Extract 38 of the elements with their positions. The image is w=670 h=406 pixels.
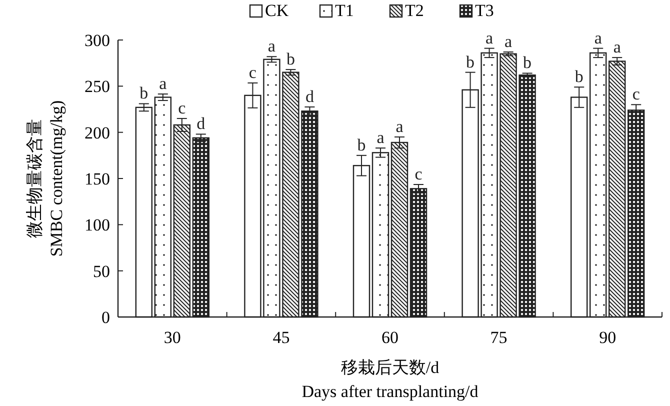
y-tick-label: 100 [84,216,110,235]
y-tick-label: 250 [84,77,110,96]
x-tick-label: 75 [490,328,508,347]
y-tick-label: 300 [84,30,110,50]
x-tick-label: 90 [599,328,616,347]
x-axis-title: 移栽后天数/d Days after transplanting/d [302,358,479,401]
data-label: c [178,98,186,118]
data-label: a [376,128,385,148]
legend-label: T2 [405,1,424,20]
y-tick-label: 200 [84,123,110,142]
x-tick-label: 30 [164,328,181,347]
legend-label: T1 [335,1,354,20]
data-label: d [305,86,314,106]
data-label: b [466,52,475,72]
data-label: b [140,84,148,103]
data-label: c [632,84,640,104]
data-label: a [396,116,404,136]
data-label: a [486,28,494,48]
x-tick-label: 45 [272,328,290,347]
legend-label: CK [265,1,290,20]
data-label: a [159,74,168,94]
legend-label: T3 [475,1,494,20]
data-label: b [357,135,366,154]
data-label: d [196,114,206,134]
data-label: a [613,38,622,57]
y-tick-label: 0 [102,308,110,327]
data-label: c [248,62,257,82]
y-tick-label: 50 [93,262,110,281]
data-label: b [523,53,532,72]
x-tick-label: 60 [382,328,398,347]
data-label: c [414,164,423,184]
data-label: a [268,36,276,56]
data-label: b [574,67,584,86]
data-label: b [286,50,295,69]
data-label: a [504,32,513,52]
y-tick-label: 150 [84,169,110,188]
y-axis-title: 微生物量碳含量 SMBC content(mg/kg) [25,100,66,257]
data-label: a [594,28,602,48]
